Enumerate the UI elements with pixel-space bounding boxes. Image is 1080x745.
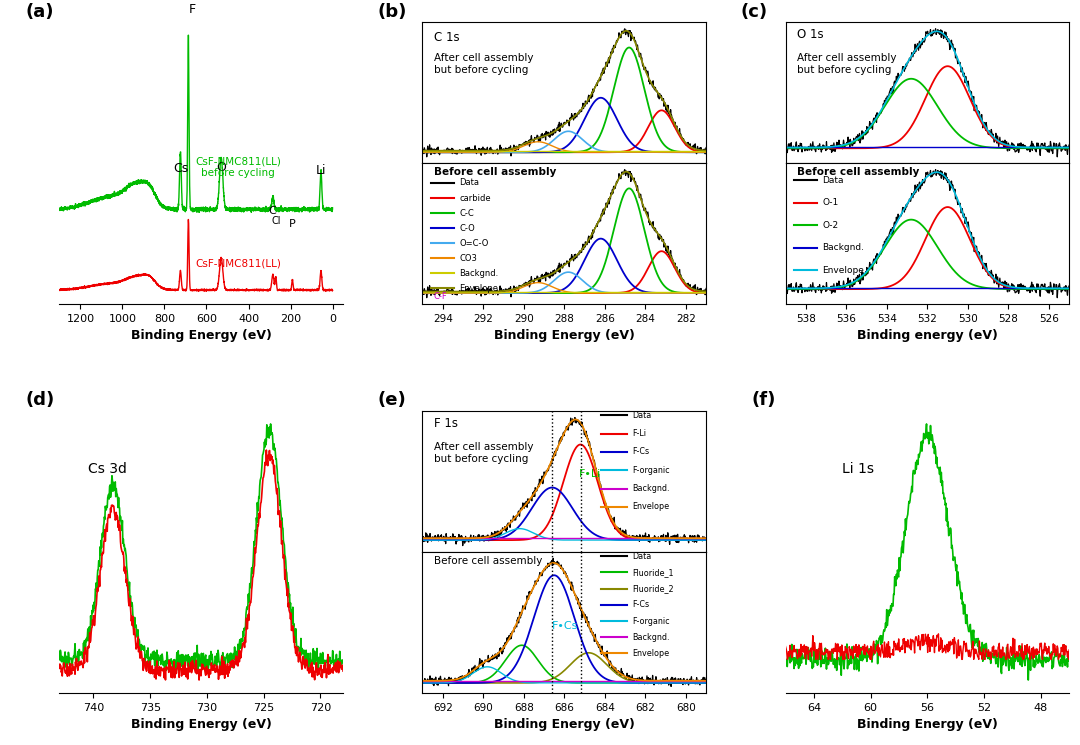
Text: C-C: C-C: [459, 209, 474, 218]
Text: F 1s: F 1s: [434, 416, 458, 430]
Text: (c): (c): [740, 3, 767, 21]
Text: Data: Data: [633, 410, 651, 420]
Text: (f): (f): [752, 391, 775, 410]
Text: (a): (a): [25, 3, 54, 21]
Text: Envelope: Envelope: [459, 284, 498, 293]
X-axis label: Binding Energy (eV): Binding Energy (eV): [494, 329, 635, 343]
X-axis label: Binding energy (eV): Binding energy (eV): [856, 329, 998, 343]
Text: After cell assembly
but before cycling: After cell assembly but before cycling: [434, 442, 534, 463]
Text: O=C-O: O=C-O: [459, 238, 489, 248]
Text: Backgnd.: Backgnd.: [823, 243, 864, 253]
Text: F-Cs: F-Cs: [633, 448, 649, 457]
Text: Cl: Cl: [271, 216, 281, 226]
Text: O: O: [216, 161, 226, 174]
Text: carbide: carbide: [459, 194, 491, 203]
Text: CsF-NMC811(LL): CsF-NMC811(LL): [195, 259, 281, 268]
Text: O 1s: O 1s: [797, 28, 824, 41]
Text: O-1: O-1: [823, 198, 839, 207]
Text: F: F: [188, 3, 195, 16]
Text: CsF-NMC811(LL)
before cycling: CsF-NMC811(LL) before cycling: [195, 156, 281, 178]
Text: Data: Data: [633, 552, 651, 561]
Text: Backgnd.: Backgnd.: [459, 269, 499, 278]
Text: F-organic: F-organic: [633, 466, 670, 475]
Text: Cs: Cs: [174, 162, 189, 175]
Text: Envelope: Envelope: [633, 502, 670, 511]
Text: F•Cs: F•Cs: [552, 621, 579, 631]
Text: F-Cs: F-Cs: [633, 600, 649, 609]
Text: Fluoride_2: Fluoride_2: [633, 584, 674, 593]
Text: Cs 3d: Cs 3d: [87, 462, 126, 476]
Text: O-2: O-2: [823, 221, 838, 229]
X-axis label: Binding Energy (eV): Binding Energy (eV): [494, 718, 635, 731]
X-axis label: Binding Energy (eV): Binding Energy (eV): [856, 718, 998, 731]
Text: C: C: [269, 206, 276, 216]
Text: F•Li: F•Li: [579, 469, 600, 479]
Text: Envelope: Envelope: [823, 266, 864, 275]
Text: Before cell assembly: Before cell assembly: [434, 168, 556, 177]
Text: (d): (d): [25, 391, 55, 410]
Text: (b): (b): [377, 3, 406, 21]
Text: C-F: C-F: [434, 292, 447, 301]
Text: Backgnd.: Backgnd.: [633, 484, 670, 493]
Text: After cell assembly
but before cycling: After cell assembly but before cycling: [434, 54, 534, 75]
Text: Data: Data: [823, 176, 843, 185]
Text: (e): (e): [377, 391, 406, 410]
Text: F-Li: F-Li: [633, 429, 646, 438]
Text: Fluoride_1: Fluoride_1: [633, 568, 674, 577]
Text: F-organic: F-organic: [633, 617, 670, 626]
X-axis label: Binding Energy (eV): Binding Energy (eV): [131, 329, 272, 343]
Text: P: P: [288, 218, 296, 229]
Text: Li: Li: [315, 165, 326, 177]
Text: CO3: CO3: [459, 254, 477, 263]
Text: Envelope: Envelope: [633, 649, 670, 658]
Text: Before cell assembly: Before cell assembly: [797, 168, 919, 177]
Text: After cell assembly
but before cycling: After cell assembly but before cycling: [797, 54, 896, 75]
Text: C 1s: C 1s: [434, 31, 459, 44]
Text: Data: Data: [459, 179, 480, 188]
Text: C-O: C-O: [459, 224, 475, 232]
Text: Before cell assembly: Before cell assembly: [434, 557, 542, 566]
X-axis label: Binding Energy (eV): Binding Energy (eV): [131, 718, 272, 731]
Text: Li 1s: Li 1s: [842, 462, 875, 476]
Text: Backgnd.: Backgnd.: [633, 633, 670, 641]
